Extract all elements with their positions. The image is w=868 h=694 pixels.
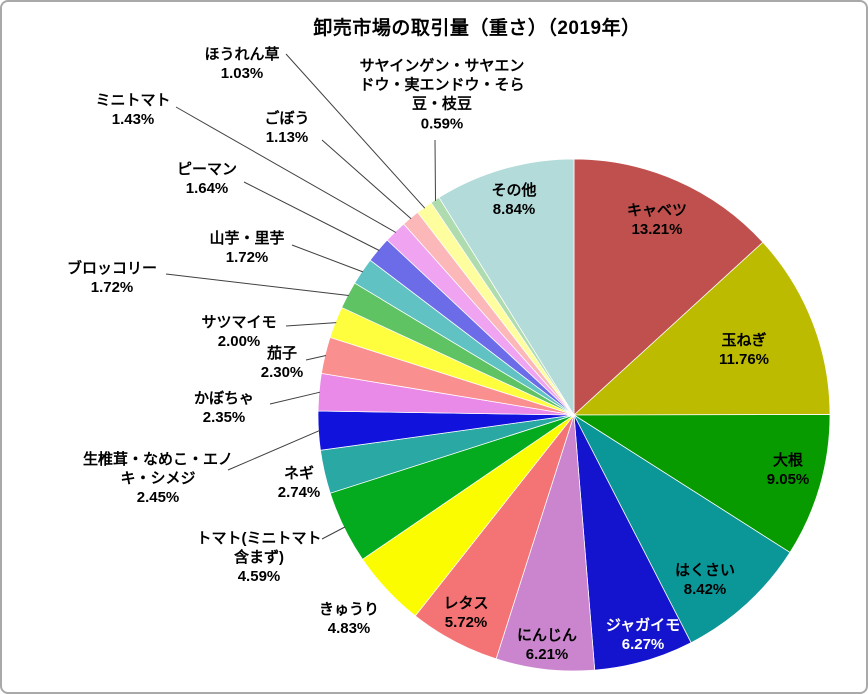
pie-slice-1 <box>573 158 764 416</box>
leader-line-20 <box>285 53 426 209</box>
leader-line-19 <box>321 139 412 220</box>
pie-slice-3 <box>572 414 831 553</box>
leader-line-18 <box>175 106 397 233</box>
leader-line-14 <box>285 322 337 327</box>
leader-line-17 <box>243 181 380 251</box>
pie-slice-22 <box>438 158 575 417</box>
leader-line-12 <box>269 391 321 405</box>
pie-slice-4 <box>573 413 791 644</box>
leader-line-13 <box>305 355 327 361</box>
leader-line-15 <box>165 273 349 296</box>
leader-line-21 <box>434 139 436 201</box>
leader-line-9 <box>321 526 346 540</box>
leader-line-11 <box>227 430 320 471</box>
pie-slice-2 <box>573 241 831 416</box>
leader-line-16 <box>291 244 364 273</box>
chart-title: 卸売市場の取引量（重さ）（2019年） <box>313 18 641 39</box>
